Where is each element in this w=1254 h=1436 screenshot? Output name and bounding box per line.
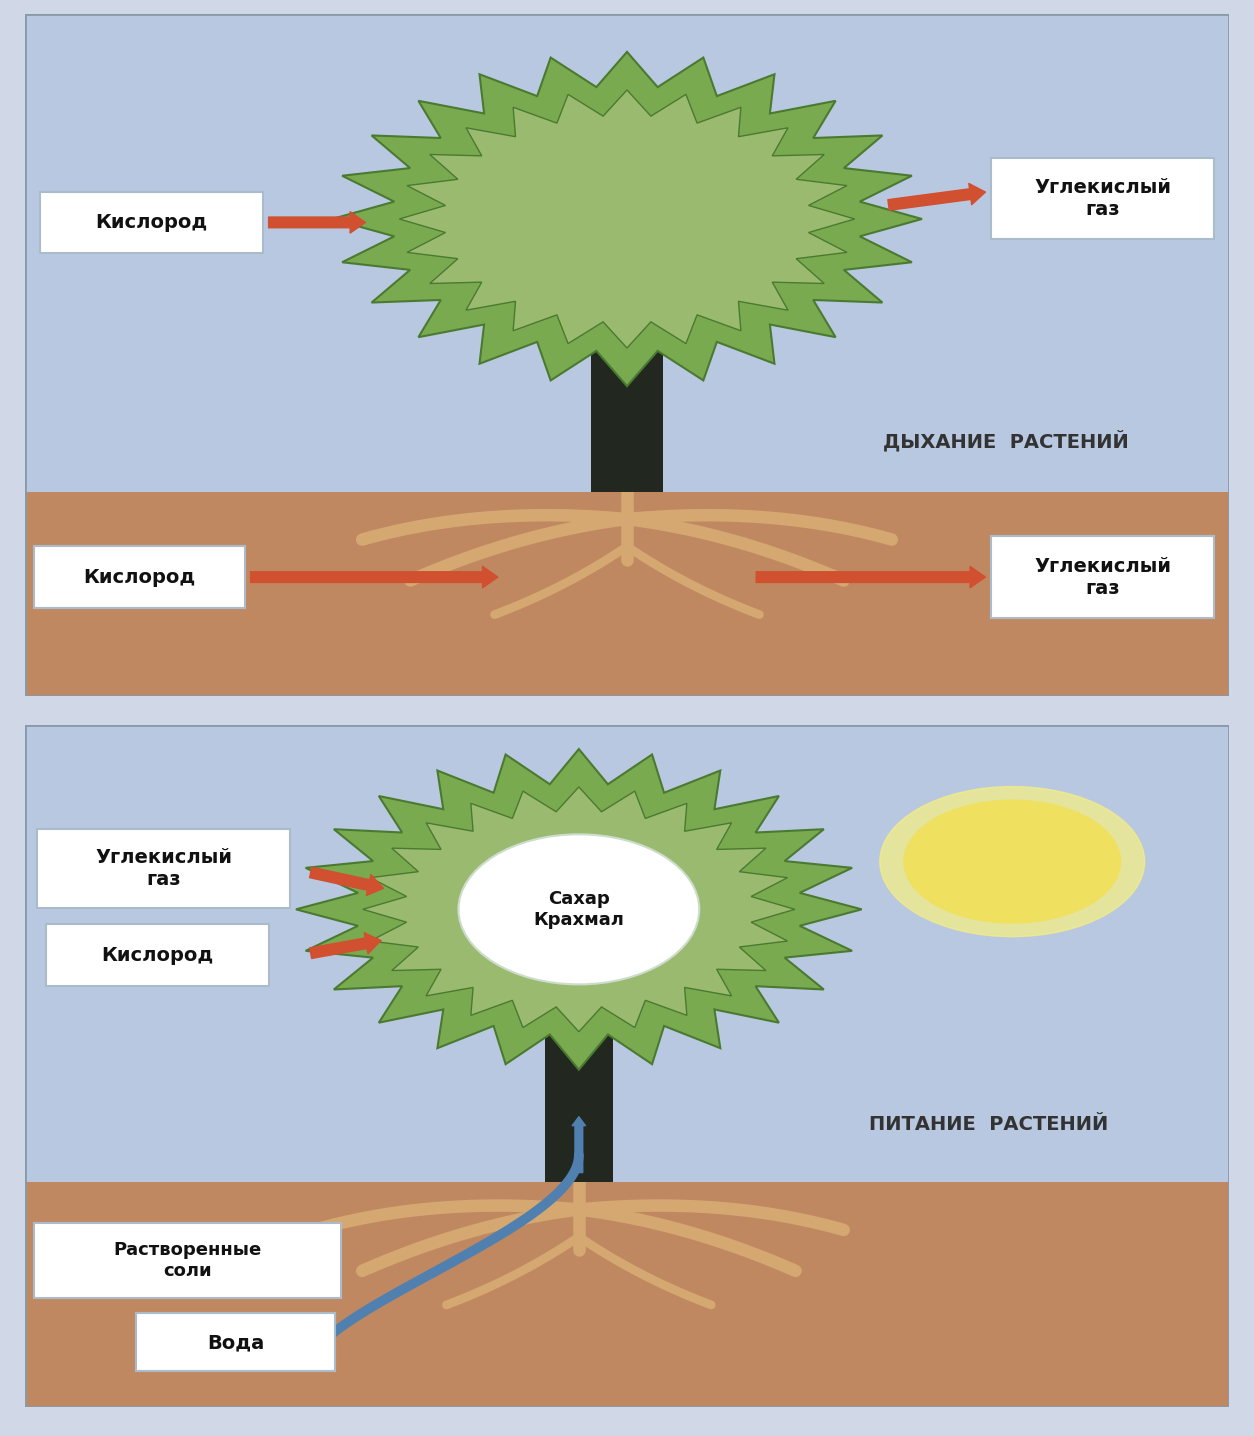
Circle shape <box>880 787 1145 936</box>
Polygon shape <box>362 787 795 1031</box>
Text: Кислород: Кислород <box>102 945 213 965</box>
Bar <box>591 198 663 491</box>
Text: Вода: Вода <box>207 1333 265 1351</box>
FancyBboxPatch shape <box>40 192 263 253</box>
Ellipse shape <box>459 834 700 985</box>
Text: ПИТАНИЕ  РАСТЕНИЙ: ПИТАНИЕ РАСТЕНИЙ <box>869 1114 1107 1133</box>
Polygon shape <box>399 90 855 348</box>
Circle shape <box>904 800 1121 923</box>
FancyBboxPatch shape <box>46 925 268 985</box>
FancyBboxPatch shape <box>991 536 1214 617</box>
Polygon shape <box>332 52 922 386</box>
Bar <box>25 1182 1229 1407</box>
Text: Кислород: Кислород <box>83 567 196 586</box>
Text: Углекислый
газ: Углекислый газ <box>1035 557 1171 597</box>
Text: Углекислый
газ: Углекислый газ <box>95 847 232 889</box>
FancyBboxPatch shape <box>38 829 290 908</box>
Circle shape <box>410 814 747 1005</box>
FancyBboxPatch shape <box>34 1223 341 1298</box>
Text: Кислород: Кислород <box>95 213 208 231</box>
Circle shape <box>449 118 805 320</box>
FancyBboxPatch shape <box>34 547 245 607</box>
Bar <box>25 725 1229 1182</box>
FancyBboxPatch shape <box>991 158 1214 240</box>
Bar <box>545 889 612 1182</box>
Bar <box>25 491 1229 696</box>
Text: ДЫХАНИЕ  РАСТЕНИЙ: ДЫХАНИЕ РАСТЕНИЙ <box>883 429 1129 451</box>
Text: Растворенные
соли: Растворенные соли <box>113 1241 262 1279</box>
Text: Сахар
Крахмал: Сахар Крахмал <box>533 890 624 929</box>
Polygon shape <box>296 750 861 1070</box>
Text: Углекислый
газ: Углекислый газ <box>1035 178 1171 220</box>
Bar <box>25 14 1229 491</box>
FancyBboxPatch shape <box>137 1314 335 1371</box>
